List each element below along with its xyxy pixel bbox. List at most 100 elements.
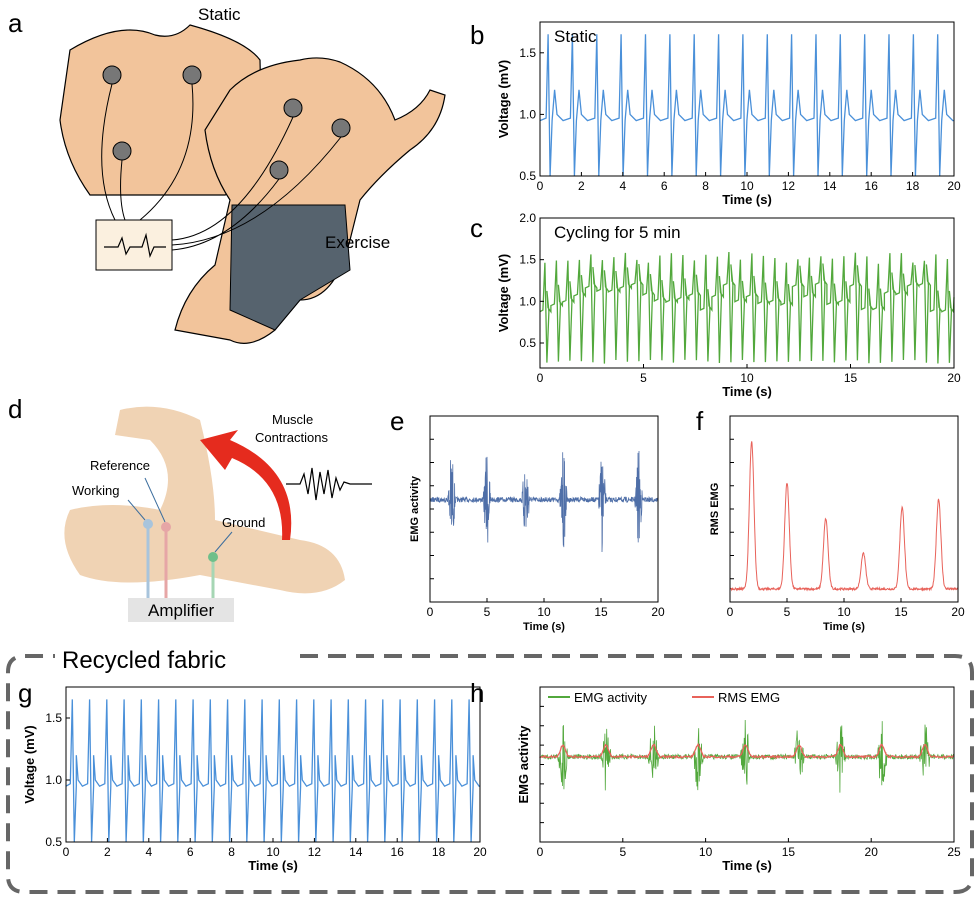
chart-annotation: Cycling for 5 min [554, 223, 681, 242]
x-tick-label: 12 [308, 845, 322, 859]
ecg-series-line [539, 251, 955, 364]
chart-annotation: Static [554, 27, 597, 46]
plot-frame [429, 415, 659, 603]
y-tick-label: 1.0 [45, 773, 62, 787]
ground-electrode [208, 552, 218, 562]
panel-d-illustration: d Muscle Contractions Reference Working … [8, 394, 372, 622]
monitor [95, 219, 173, 271]
y-tick-label: 1.5 [45, 711, 62, 725]
exercise-wires [171, 116, 342, 251]
label-recycled: Recycled fabric [62, 647, 226, 674]
x-tick-label: 5 [640, 371, 647, 385]
x-tick-label: 0 [63, 845, 70, 859]
panel-label-b: b [470, 20, 484, 50]
shorts [229, 204, 351, 331]
chart-panel-e: e 0 5 10 15 20 Time (s) EMG activity [390, 406, 665, 633]
x-tick-label: 15 [782, 845, 796, 859]
x-tick-label: 20 [865, 845, 879, 859]
emg-series-line [539, 719, 955, 793]
emg-series-line [429, 450, 659, 553]
x-axis-label: Time (s) [722, 192, 772, 207]
monitor-trace [104, 232, 166, 258]
x-tick-label: 0 [537, 371, 544, 385]
x-tick-label: 10 [740, 179, 754, 193]
x-tick-label: 2 [104, 845, 111, 859]
y-tick-label: 2.0 [519, 211, 536, 225]
chart-panel-g: g 0 2 4 6 8 10 12 14 16 18 20 0.5 1.0 1.5 Time (s) Volta… [18, 678, 487, 873]
x-tick-label: 20 [651, 605, 665, 619]
x-tick-label: 6 [187, 845, 194, 859]
x-tick-label: 5 [784, 605, 791, 619]
x-tick-label: 15 [594, 605, 608, 619]
x-axis-label: Time (s) [823, 621, 865, 633]
y-tick-label: 1.5 [519, 46, 536, 60]
y-axis-label: EMG activity [409, 475, 421, 542]
panel-label-f: f [696, 406, 704, 436]
x-tick-label: 10 [699, 845, 713, 859]
dashed-frame [6, 654, 974, 894]
plot-frame [729, 415, 959, 603]
x-tick-label: 10 [537, 605, 551, 619]
work-pointer [127, 499, 146, 521]
panel-label-e: e [390, 406, 404, 436]
electrode-2 [182, 65, 202, 85]
working-electrode [143, 519, 153, 529]
y-axis-label: Voltage (mV) [496, 254, 511, 333]
x-tick-label: 5 [484, 605, 491, 619]
panel-label-g: g [18, 678, 32, 708]
ref-pointer [144, 477, 166, 523]
x-tick-label: 6 [661, 179, 668, 193]
x-tick-label: 12 [782, 179, 796, 193]
y-axis-label: Voltage (mV) [22, 725, 37, 804]
x-tick-label: 4 [619, 179, 626, 193]
x-tick-label: 18 [906, 179, 920, 193]
y-tick-label: 0.5 [519, 336, 536, 350]
reference-electrode [161, 522, 171, 532]
x-tick-label: 16 [391, 845, 405, 859]
label-working: Working [72, 483, 119, 498]
legend-label-rms: RMS EMG [718, 690, 780, 705]
y-axis-label: RMS EMG [709, 483, 721, 536]
x-tick-label: 20 [473, 845, 487, 859]
x-tick-label: 0 [427, 605, 434, 619]
label-exercise: Exercise [325, 233, 390, 252]
y-tick-label: 1.5 [519, 253, 536, 267]
y-axis-label: EMG activity [516, 725, 531, 804]
x-axis-label: Time (s) [722, 858, 772, 873]
rms-series-line [539, 742, 955, 760]
x-tick-label: 10 [740, 371, 754, 385]
x-axis-label: Time (s) [248, 858, 298, 873]
x-tick-label: 8 [228, 845, 235, 859]
x-tick-label: 20 [947, 179, 961, 193]
x-tick-label: 8 [702, 179, 709, 193]
panel-label-a: a [8, 8, 23, 38]
x-tick-label: 15 [894, 605, 908, 619]
x-tick-label: 10 [837, 605, 851, 619]
x-tick-label: 10 [266, 845, 280, 859]
label-reference: Reference [90, 458, 150, 473]
chart-panel-f: f 0 5 10 15 20 Time (s) RMS EMG [696, 406, 965, 633]
electrode-4 [283, 98, 303, 118]
x-tick-label: 0 [537, 179, 544, 193]
y-tick-label: 1.0 [519, 107, 536, 121]
legend-label-emg: EMG activity [574, 690, 647, 705]
label-static: Static [198, 5, 241, 24]
x-axis-label: Time (s) [722, 384, 772, 399]
x-axis-label: Time (s) [523, 621, 565, 633]
x-tick-label: 15 [844, 371, 858, 385]
label-muscle: Muscle [272, 412, 313, 427]
y-tick-label: 0.5 [45, 835, 62, 849]
label-contractions: Contractions [255, 430, 328, 445]
x-tick-label: 14 [349, 845, 363, 859]
x-tick-label: 18 [432, 845, 446, 859]
electrode-5 [331, 118, 351, 138]
arm [64, 406, 345, 594]
emg-wave-icon [286, 467, 372, 501]
x-tick-label: 4 [145, 845, 152, 859]
chart-panel-c: c 0 5 10 15 20 0.5 1.0 1.5 2.0 Cycling for 5 min Ti… [470, 211, 961, 399]
x-tick-label: 16 [865, 179, 879, 193]
label-amplifier: Amplifier [148, 601, 214, 620]
x-tick-label: 20 [951, 605, 965, 619]
x-tick-label: 0 [537, 845, 544, 859]
x-tick-label: 20 [947, 371, 961, 385]
